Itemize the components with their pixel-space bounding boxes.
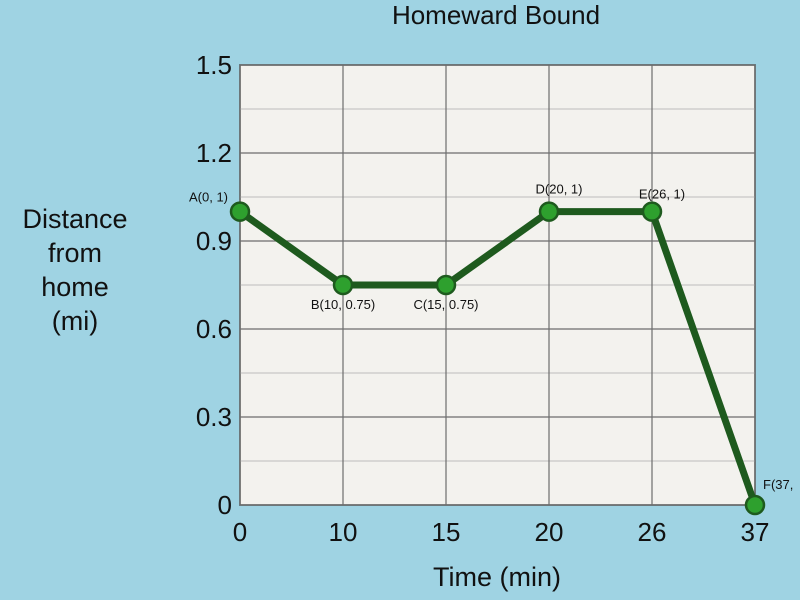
data-point <box>744 494 766 516</box>
y-tick-label: 0.9 <box>196 226 232 256</box>
series-line <box>236 208 759 509</box>
data-point <box>435 274 457 296</box>
y-tick-label: 0.6 <box>196 314 232 344</box>
chart-title: Homeward Bound <box>392 0 600 30</box>
y-tick-label: 1.2 <box>196 138 232 168</box>
y-axis-label-line: home <box>41 272 109 302</box>
data-point <box>538 201 560 222</box>
y-axis-label-line: (mi) <box>52 306 98 336</box>
y-axis-label-line: Distance <box>22 204 127 234</box>
y-tick-label: 0 <box>218 490 232 520</box>
data-point <box>229 201 251 222</box>
data-point-label: A(0, 1) <box>189 190 228 205</box>
point-labels-group: A(0, 1) B(10, 0.75) C(15, 0.75) D(20, 1) E(2… <box>189 182 793 492</box>
y-axis-label: Distance from home (mi) <box>22 204 127 336</box>
data-point <box>332 274 354 296</box>
series-points-group <box>229 201 766 516</box>
series-line-group <box>236 208 759 509</box>
data-point-label: E(26, 1) <box>639 187 685 202</box>
data-point-label: D(20, 1) <box>536 182 583 197</box>
grid-lines <box>239 64 756 506</box>
x-tick-labels: 0 10 15 20 26 37 <box>233 517 770 547</box>
y-axis-label-line: from <box>48 238 102 268</box>
x-tick-label: 37 <box>741 517 770 547</box>
x-tick-label: 20 <box>535 517 564 547</box>
y-tick-label: 1.5 <box>196 50 232 80</box>
y-tick-label: 0.3 <box>196 402 232 432</box>
x-tick-label: 26 <box>638 517 667 547</box>
data-point-label: B(10, 0.75) <box>311 297 375 312</box>
data-point <box>641 201 663 222</box>
x-tick-label: 0 <box>233 517 247 547</box>
data-point-label: F(37, <box>763 477 793 492</box>
x-tick-label: 10 <box>329 517 358 547</box>
x-axis-label: Time (min) <box>433 562 561 592</box>
y-tick-labels: 0 0.3 0.6 0.9 1.2 1.5 <box>196 50 232 520</box>
x-tick-label: 15 <box>432 517 461 547</box>
data-point-label: C(15, 0.75) <box>413 297 478 312</box>
